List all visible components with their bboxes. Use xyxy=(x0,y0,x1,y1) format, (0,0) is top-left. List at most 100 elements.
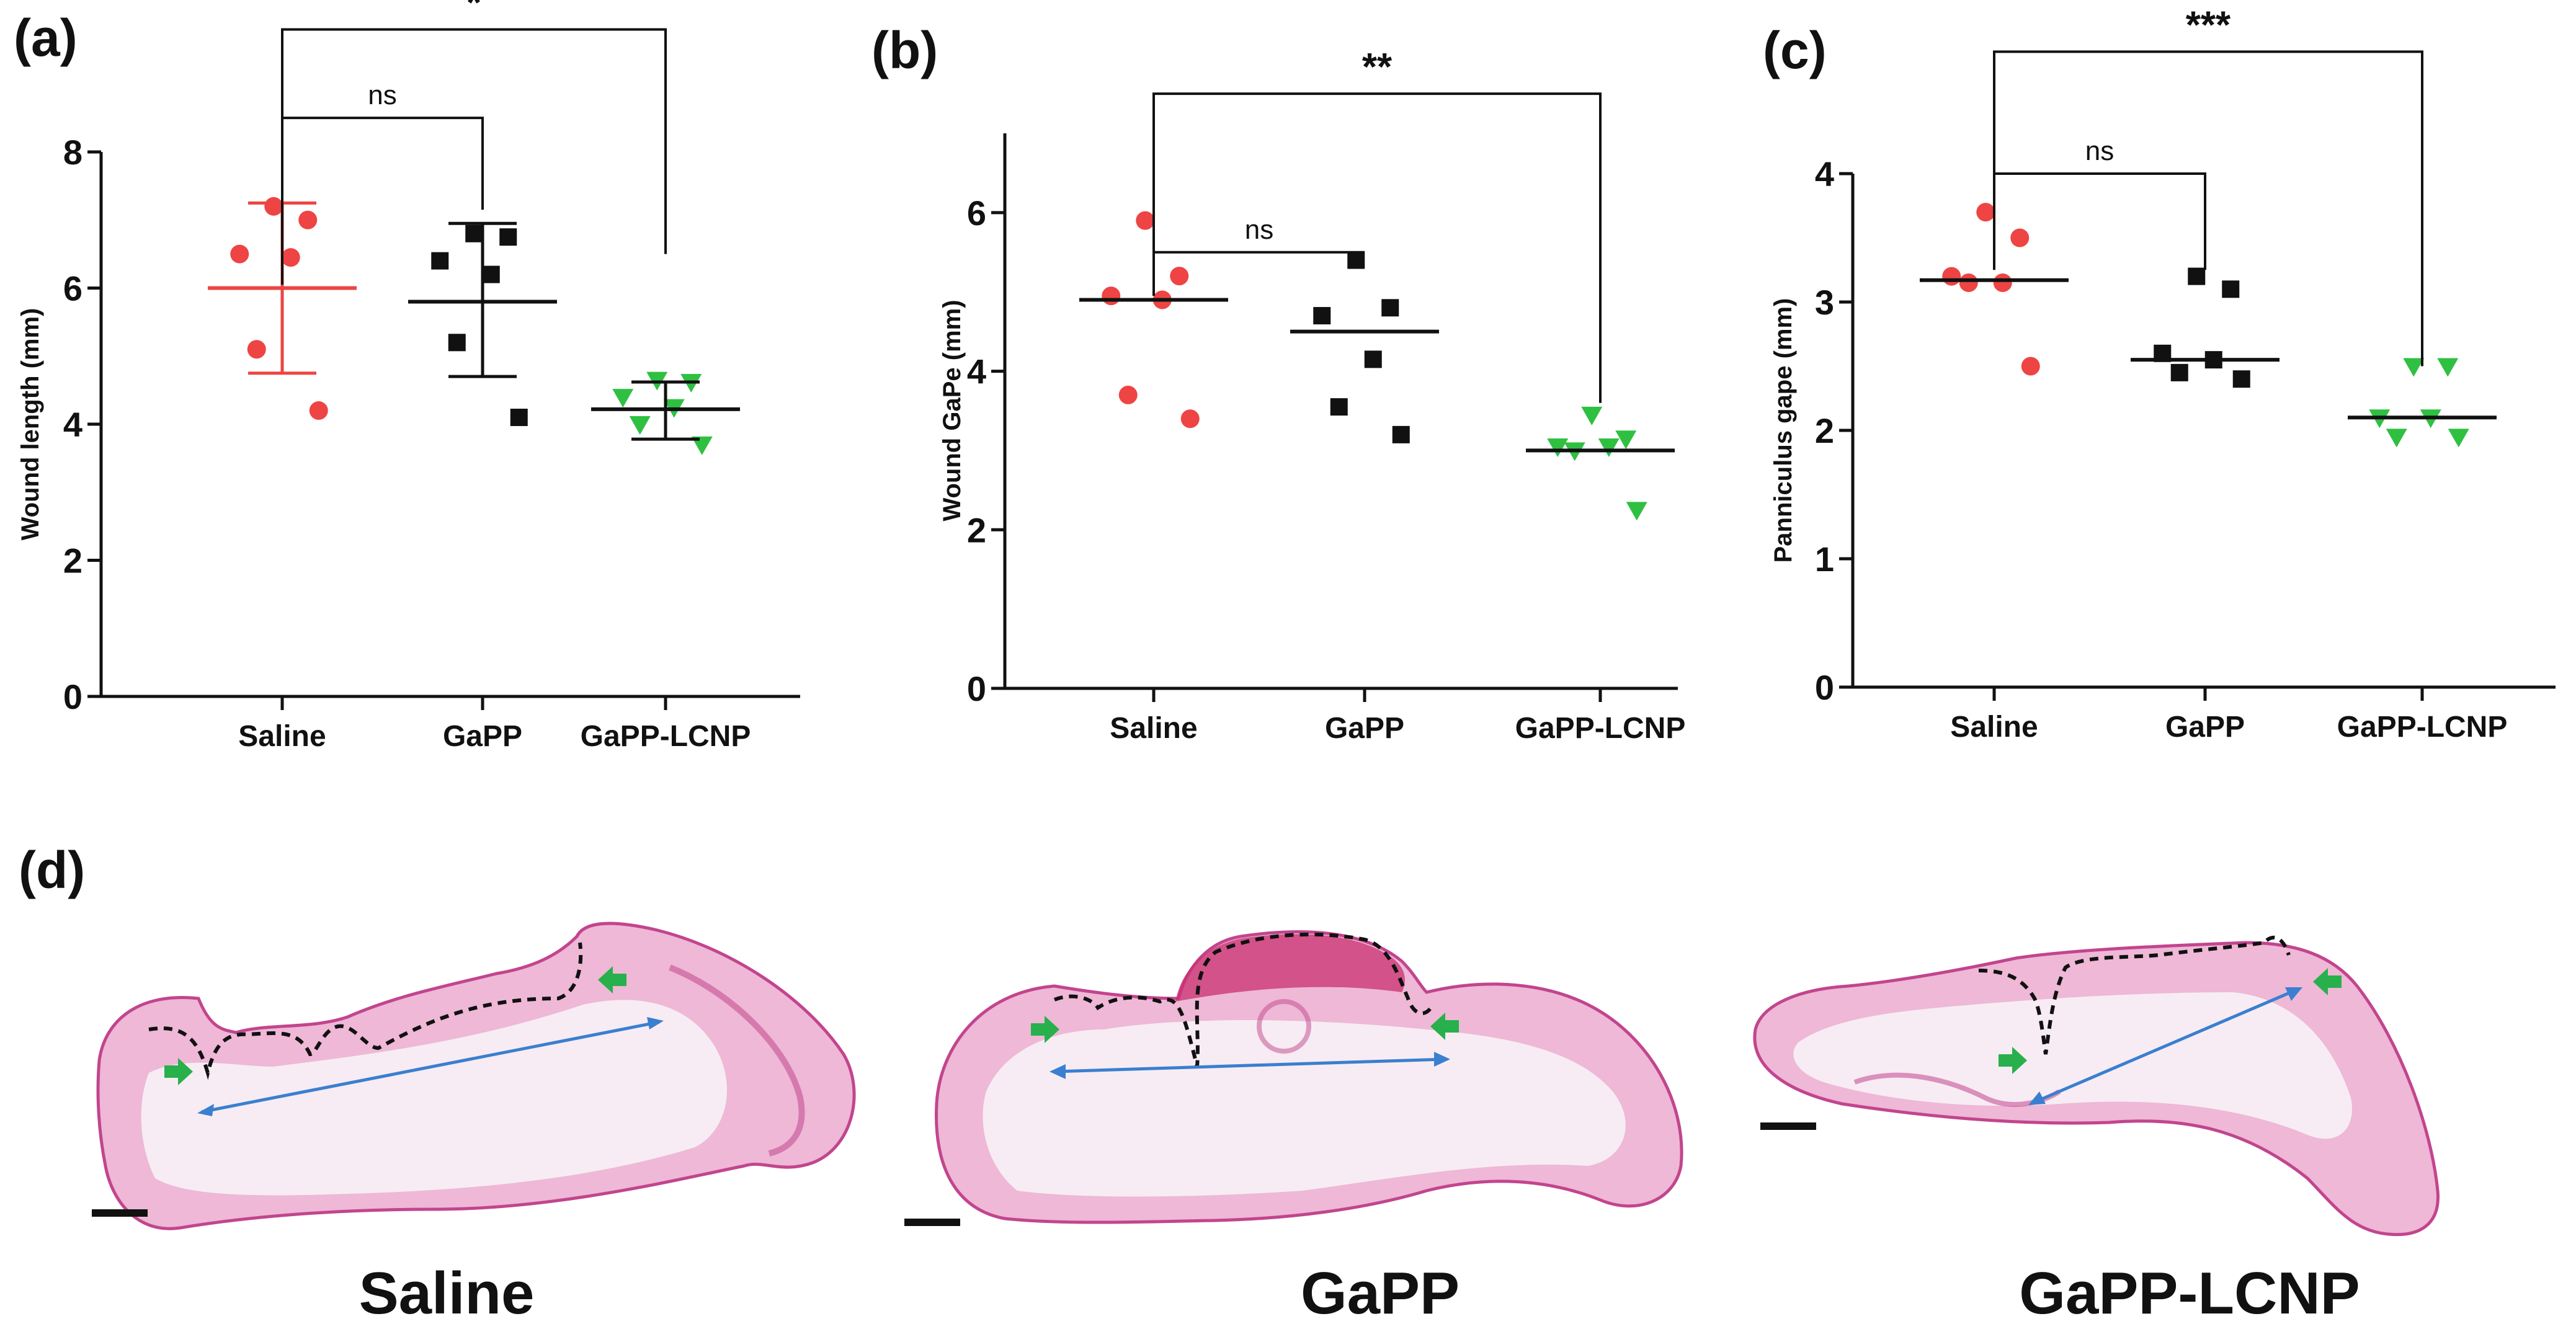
data-point-saline xyxy=(1180,409,1200,429)
data-point-lcnp xyxy=(1615,430,1637,450)
series-saline xyxy=(1920,203,2069,376)
x-category-label: Saline xyxy=(1110,712,1197,745)
data-point-saline xyxy=(281,248,300,267)
data-point-lcnp xyxy=(1626,502,1647,521)
x-category-label: Saline xyxy=(238,720,326,753)
significance-bracket xyxy=(281,28,667,254)
histology-panel: (d) Saline GaP xyxy=(19,841,2440,1326)
green-arrow-icon xyxy=(1999,1047,2027,1074)
significance-label: *** xyxy=(2186,4,2231,47)
y-tick-label: 6 xyxy=(967,193,986,233)
series-lcnp xyxy=(591,371,740,455)
y-tick-label: 1 xyxy=(1815,540,1834,579)
data-point-saline xyxy=(309,401,328,420)
data-point-saline xyxy=(1942,267,1961,286)
data-point-gapp xyxy=(431,252,449,270)
x-category-label: GaPP-LCNP xyxy=(2337,711,2508,744)
x-category-label: GaPP-LCNP xyxy=(1515,712,1686,745)
series-gapp xyxy=(1290,251,1439,443)
data-point-saline xyxy=(2021,357,2040,376)
data-point-gapp xyxy=(482,265,500,283)
wound-outline-gapp xyxy=(1053,932,1435,1067)
y-tick-label: 4 xyxy=(63,405,82,444)
panel-label: (a) xyxy=(14,9,78,67)
data-point-lcnp xyxy=(629,416,651,435)
wound-diameter-line-gapp xyxy=(1054,1057,1446,1073)
scale-bar-saline xyxy=(92,1209,148,1217)
data-point-lcnp xyxy=(691,436,713,455)
data-point-gapp xyxy=(1330,398,1348,416)
y-tick-label: 0 xyxy=(967,669,986,708)
arrowhead-icon xyxy=(1050,1064,1066,1079)
data-point-saline xyxy=(2010,228,2030,247)
data-point-lcnp xyxy=(1598,438,1620,458)
data-point-gapp xyxy=(1364,350,1382,368)
series-saline xyxy=(1079,211,1228,429)
green-arrow-icon xyxy=(1031,1016,1059,1043)
wound-outline-saline xyxy=(148,942,583,1080)
data-point-lcnp xyxy=(1581,406,1603,425)
dermis-band-saline xyxy=(669,964,805,1157)
green-arrow-icon xyxy=(1430,1013,1459,1040)
arrowhead-icon xyxy=(1434,1052,1450,1067)
significance-bracket xyxy=(1152,92,1602,403)
data-point-lcnp xyxy=(612,389,634,408)
data-point-saline xyxy=(1118,385,1138,404)
data-point-gapp xyxy=(2170,363,2188,381)
data-point-saline xyxy=(247,340,266,359)
x-category-label: Saline xyxy=(1950,711,2038,744)
y-axis-title: Panniculus gape (mm) xyxy=(1770,298,1797,563)
section-label-saline: Saline xyxy=(359,1260,535,1326)
data-point-saline xyxy=(264,197,283,216)
significance-label: ns xyxy=(1245,215,1273,245)
y-tick-label: 2 xyxy=(63,541,82,580)
series-gapp xyxy=(408,221,557,427)
histology-section-saline: Saline xyxy=(92,922,856,1326)
significance-label: ns xyxy=(368,80,396,110)
data-point-gapp xyxy=(1392,425,1410,443)
data-point-lcnp xyxy=(2448,429,2469,448)
wound-diameter-line-lcnp xyxy=(2033,987,2299,1104)
data-point-lcnp xyxy=(1547,438,1569,458)
panel-label: (c) xyxy=(1763,21,1827,79)
series-gapp xyxy=(2131,267,2280,388)
data-point-saline xyxy=(1993,273,2012,292)
y-tick-label: 2 xyxy=(1815,411,1834,450)
data-point-saline xyxy=(1959,273,1978,292)
data-point-gapp xyxy=(2188,267,2206,285)
charts-area: (a) 0 2 4 6 8 Wound length (mm) Saline GaPP GaPP-… xyxy=(14,0,2556,753)
data-point-gapp xyxy=(465,224,483,242)
histology-section-lcnp: GaPP-LCNP xyxy=(1753,935,2440,1326)
section-label-lcnp: GaPP-LCNP xyxy=(2019,1260,2360,1326)
data-point-lcnp xyxy=(2437,358,2459,377)
series-lcnp xyxy=(2348,358,2497,448)
y-tick-label: 8 xyxy=(63,133,82,172)
section-label-gapp: GaPP xyxy=(1301,1260,1460,1326)
tissue-core-gapp xyxy=(983,1020,1626,1197)
data-point-gapp xyxy=(2232,370,2250,388)
data-point-gapp xyxy=(1313,307,1331,325)
data-point-gapp xyxy=(499,228,517,246)
series-lcnp xyxy=(1526,406,1675,521)
data-point-saline xyxy=(1102,287,1121,306)
significance-bracket xyxy=(1993,172,2206,270)
tissue-nodule-gapp xyxy=(1257,999,1311,1054)
data-point-gapp xyxy=(2222,280,2240,298)
data-point-gapp xyxy=(1381,299,1399,317)
y-tick-label: 2 xyxy=(967,510,986,549)
chart-panel-b: (b) 0 2 4 6 Wound GaPe (mm) Saline GaPP GaPP-LCN… xyxy=(871,21,1685,745)
data-point-lcnp xyxy=(2386,429,2407,448)
significance-label: ** xyxy=(1362,46,1393,89)
data-point-saline xyxy=(1170,267,1189,286)
tissue-core-lcnp xyxy=(1793,992,2352,1139)
scale-bar-gapp xyxy=(904,1219,960,1226)
y-tick-label: 4 xyxy=(967,352,986,391)
data-point-saline xyxy=(298,210,318,229)
arrowhead-icon xyxy=(197,1104,214,1116)
green-arrow-icon xyxy=(598,966,626,993)
wound-diameter-line-saline xyxy=(201,1020,660,1114)
x-category-label: GaPP xyxy=(2165,711,2245,744)
green-arrow-icon xyxy=(2313,968,2342,995)
y-tick-label: 0 xyxy=(63,677,82,716)
